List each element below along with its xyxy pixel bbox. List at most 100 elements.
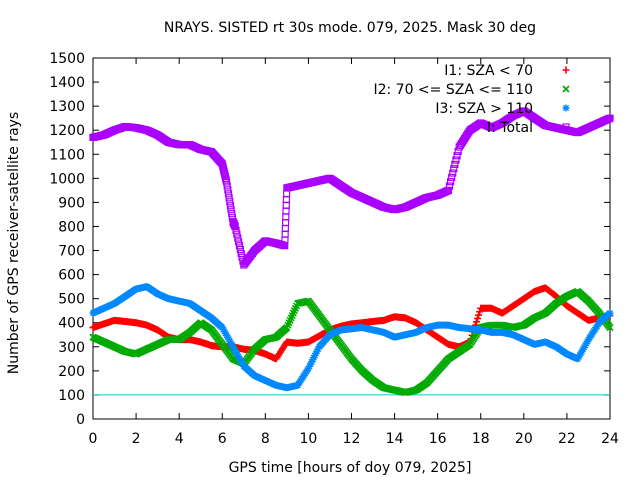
y-tick-label: 1100 [49, 147, 85, 163]
x-tick-label: 4 [175, 431, 184, 447]
x-tick-label: 0 [89, 431, 98, 447]
data-point-fill [226, 198, 234, 206]
data-point-fill [449, 169, 457, 177]
y-tick-label: 400 [58, 316, 85, 332]
data-point-fill [99, 305, 107, 313]
y-tick-label: 100 [58, 388, 85, 404]
data-point-fill [314, 345, 322, 353]
data-point-fill [282, 195, 291, 204]
data-point-fill [411, 329, 419, 337]
y-tick-label: 900 [58, 195, 85, 211]
data-point-fill [185, 299, 193, 307]
data-point-fill [235, 242, 244, 250]
x-tick-label: 12 [343, 431, 361, 447]
y-tick-label: 300 [58, 340, 85, 356]
series-2 [89, 287, 614, 397]
data-point-fill [605, 310, 613, 318]
x-tick-label: 8 [261, 431, 270, 447]
data-point-fill [311, 351, 319, 359]
data-point-fill [282, 213, 290, 221]
data-point-fill [448, 173, 456, 181]
y-tick-label: 0 [76, 412, 85, 428]
data-point-fill [474, 314, 482, 322]
data-point-fill [237, 249, 245, 258]
x-tick-label: 6 [218, 431, 227, 447]
legend-marker [562, 66, 570, 74]
data-point-fill [453, 152, 461, 160]
data-point-fill [227, 206, 235, 214]
data-point-fill [282, 207, 290, 215]
data-point-fill [519, 335, 527, 343]
y-tick-label: 800 [58, 219, 85, 235]
x-tick-label: 14 [386, 431, 404, 447]
data-point-fill [228, 341, 236, 349]
data-point-fill [605, 322, 613, 330]
data-point-fill [281, 219, 290, 227]
data-point-fill [309, 356, 317, 364]
data-point-fill [282, 324, 290, 333]
x-tick-label: 16 [429, 431, 447, 447]
y-axis-label: Number of GPS receiver-satellite rays [6, 112, 22, 374]
y-tick-label: 1200 [49, 123, 85, 139]
data-point-fill [163, 294, 171, 302]
legend-label: I: Total [487, 120, 533, 136]
data-point-fill [228, 210, 236, 218]
data-point-fill [303, 366, 311, 374]
series-3 [89, 283, 614, 392]
data-point-fill [310, 354, 318, 362]
axes: 0100200300400500600700800900100011001200… [49, 51, 619, 447]
data-point-fill [131, 286, 139, 294]
data-point-fill [283, 190, 291, 198]
data-point-fill [224, 186, 232, 194]
x-tick-label: 18 [472, 431, 490, 447]
series-4 [89, 107, 614, 269]
data-point-fill [223, 182, 231, 190]
data-point-fill [231, 222, 239, 230]
data-point-fill [232, 226, 240, 234]
data-point-fill [224, 190, 233, 198]
legend-marker [562, 123, 570, 131]
legend-label: I2: 70 <= SZA <= 110 [373, 82, 533, 98]
data-point-fill [305, 362, 313, 370]
legend-marker [562, 104, 570, 112]
chart-title: NRAYS. SISTED rt 30s mode. 079, 2025. Ma… [164, 20, 536, 36]
plot-area [89, 107, 614, 397]
data-point-fill [443, 187, 451, 195]
y-tick-label: 1000 [49, 171, 85, 187]
data-point-fill [226, 202, 235, 210]
data-point-fill [281, 224, 289, 232]
data-point-fill [451, 160, 459, 168]
legend: I1: SZA < 70 I2: 70 <= SZA <= 110 I3: SZA … [373, 63, 570, 136]
legend-label: I1: SZA < 70 [444, 63, 533, 79]
x-tick-label: 24 [601, 431, 619, 447]
data-point-fill [281, 230, 289, 238]
x-tick-label: 2 [132, 431, 141, 447]
data-point-fill [260, 376, 268, 384]
data-point-fill [307, 360, 315, 368]
data-point-fill [605, 115, 613, 123]
y-tick-label: 1500 [49, 51, 85, 67]
data-point-fill [472, 318, 480, 326]
data-point-fill [282, 201, 290, 209]
x-tick-label: 10 [300, 431, 318, 447]
data-point-fill [583, 338, 591, 346]
data-point-fill [313, 347, 321, 355]
data-point-fill [422, 324, 430, 332]
data-point-fill [450, 165, 458, 173]
y-tick-label: 700 [58, 244, 85, 260]
data-point-fill [271, 381, 279, 389]
y-tick-label: 1300 [49, 99, 85, 115]
y-tick-label: 200 [58, 364, 85, 380]
legend-marker [562, 85, 570, 93]
data-point-fill [379, 328, 387, 336]
data-point-fill [475, 311, 483, 319]
y-tick-label: 600 [58, 268, 85, 284]
y-tick-label: 500 [58, 292, 85, 308]
data-point-fill [236, 245, 244, 254]
x-axis-label: GPS time [hours of doy 079, 2025] [229, 460, 472, 476]
data-point-fill [233, 230, 241, 238]
data-point-fill [234, 234, 242, 242]
data-point-fill [445, 182, 454, 190]
data-point-fill [452, 156, 460, 164]
